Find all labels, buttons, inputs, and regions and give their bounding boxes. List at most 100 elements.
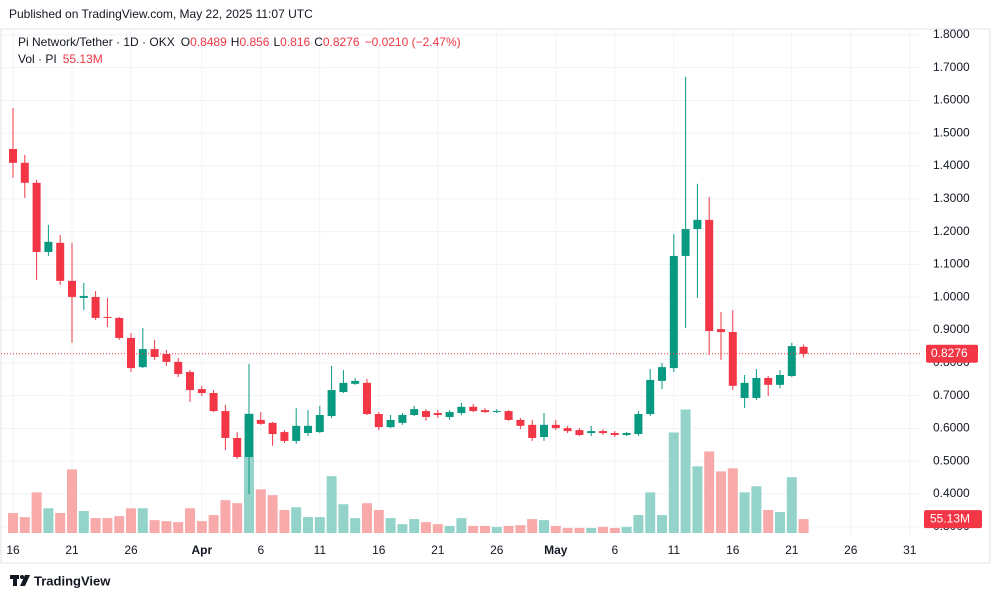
volume-bar — [621, 526, 632, 533]
y-tick-label: 0.9000 — [933, 322, 970, 336]
volume-bar — [727, 468, 738, 533]
volume-bar — [397, 524, 408, 533]
volume-bar — [468, 525, 479, 533]
candle-body — [186, 372, 194, 391]
x-tick-label: 16 — [726, 543, 740, 557]
candle-body — [339, 382, 348, 393]
candle-body — [717, 329, 725, 333]
volume-bar — [78, 511, 89, 533]
candle-body — [799, 346, 808, 354]
x-tick-label: 26 — [844, 543, 858, 557]
candle-body — [221, 411, 230, 438]
candle-body — [787, 346, 796, 376]
volume-bar — [680, 409, 691, 533]
candle-body — [646, 379, 655, 415]
volume-bar — [43, 508, 54, 533]
x-tick-label: 26 — [490, 543, 504, 557]
volume-bar — [31, 492, 42, 533]
candle-body — [292, 425, 301, 441]
close-letter: C — [314, 35, 323, 49]
open-letter: O — [181, 35, 190, 49]
candle-body — [68, 280, 76, 297]
candle-body — [162, 354, 171, 362]
volume-bar — [303, 517, 313, 533]
volume-bar — [409, 519, 420, 533]
last-price-label: 0.8276 — [931, 346, 968, 360]
volume-bar — [763, 510, 774, 533]
volume-bar — [149, 520, 160, 533]
axes: 0.30000.40000.50000.60000.70000.80000.90… — [1, 27, 982, 557]
candle-body — [457, 406, 466, 414]
y-tick-label: 1.6000 — [933, 93, 970, 107]
y-tick-label: 1.1000 — [933, 257, 970, 271]
volume-bar — [173, 522, 184, 533]
candle-body — [20, 162, 29, 183]
candle-body — [209, 393, 218, 412]
volume-bar — [609, 527, 620, 533]
candle-body — [634, 414, 643, 435]
volume-bar — [491, 526, 502, 533]
volume-bar — [598, 526, 608, 533]
candle-body — [315, 415, 324, 433]
x-tick-label: 11 — [314, 543, 327, 557]
candle-body — [127, 337, 135, 369]
candle-body — [280, 432, 289, 441]
open-value: 0.8489 — [190, 35, 227, 49]
candle-body — [516, 419, 525, 426]
volume-bar — [279, 510, 290, 533]
volume-bar — [338, 504, 349, 533]
candle-body — [56, 242, 65, 281]
volume-bar — [67, 469, 77, 533]
candle-body — [445, 412, 454, 417]
volume-bar — [55, 513, 66, 533]
x-tick-label: 26 — [124, 543, 138, 557]
candle-body — [740, 382, 749, 398]
x-tick-label: 21 — [785, 543, 799, 557]
high-value: 0.856 — [239, 35, 269, 49]
candle-body — [528, 424, 537, 438]
candle-body — [658, 367, 666, 381]
volume-tag — [924, 510, 982, 529]
volume-bar — [704, 451, 715, 533]
candle-body — [504, 411, 513, 420]
candle-body — [363, 382, 371, 415]
volume-bar — [350, 518, 361, 533]
candle-body — [481, 410, 489, 413]
y-tick-label: 0.5000 — [933, 453, 970, 467]
volume-bar — [668, 432, 679, 533]
volume-bar — [232, 503, 243, 533]
candle-body — [374, 414, 383, 428]
volume-bar — [574, 527, 585, 533]
legend-line: Pi Network/Tether · 1D · OKX O0.8489 H0.85… — [18, 35, 461, 49]
brand-logo — [10, 575, 30, 586]
candle-body — [103, 316, 112, 318]
candle-body — [304, 425, 312, 434]
volume-bar — [161, 521, 172, 533]
volume-bar — [716, 471, 726, 533]
candle-body — [752, 377, 761, 398]
close-value: 0.8276 — [323, 35, 360, 49]
volume-name: Vol · PI — [18, 52, 57, 66]
volume-bar — [515, 525, 526, 533]
y-tick-label: 1.3000 — [933, 191, 970, 205]
x-tick-label: May — [544, 543, 568, 557]
last-price-tag — [926, 344, 978, 363]
volume-bar — [208, 515, 219, 533]
candle-body — [433, 413, 442, 416]
candle-body — [115, 317, 124, 338]
volume-bar — [775, 512, 785, 533]
volume-bar — [657, 515, 667, 533]
published-note: Published on TradingView.com, May 22, 20… — [9, 7, 313, 21]
candle-body — [422, 411, 430, 417]
low-value: 0.816 — [280, 35, 310, 49]
volume-bar — [586, 527, 597, 533]
y-tick-label: 1.0000 — [933, 289, 970, 303]
volume-bar — [527, 519, 538, 533]
candle-body — [245, 414, 253, 457]
high-letter: H — [231, 35, 240, 49]
volume-bar — [326, 476, 337, 533]
candle-body — [398, 415, 407, 423]
volume-bar — [196, 521, 207, 533]
candle-body — [197, 389, 206, 394]
